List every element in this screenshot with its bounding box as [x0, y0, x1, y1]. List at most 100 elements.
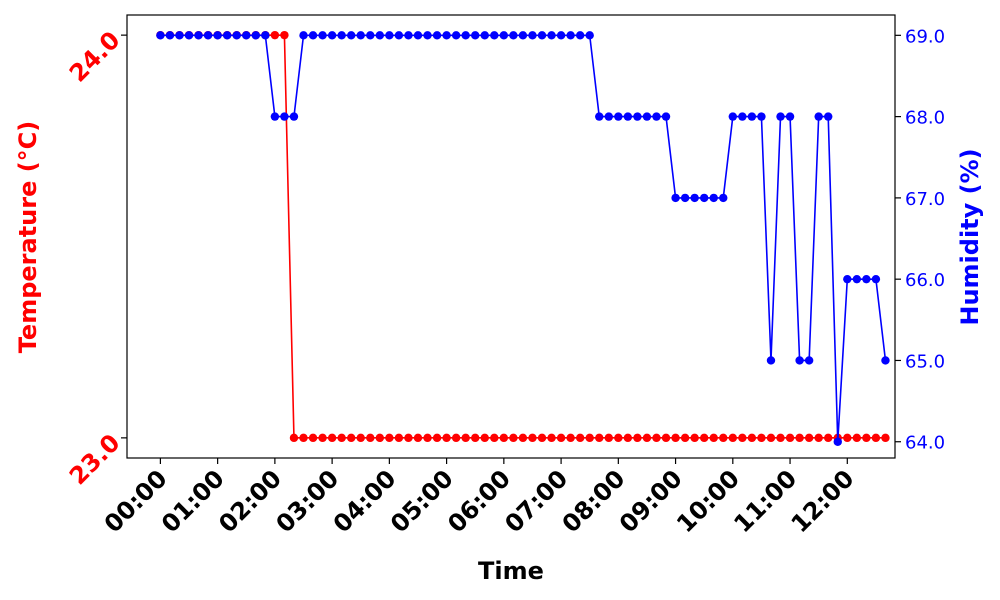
temperature-point: [852, 433, 862, 443]
humidity-point: [814, 112, 823, 121]
humidity-point: [337, 31, 346, 40]
x-tick-label: 07:00: [500, 464, 574, 538]
temperature-point: [451, 433, 461, 443]
humidity-point: [222, 31, 232, 40]
humidity-point: [642, 112, 652, 121]
temperature-point: [366, 433, 375, 443]
humidity-point: [575, 31, 585, 40]
humidity-point: [757, 112, 766, 121]
x-tick-label: 01:00: [156, 464, 230, 538]
humidity-point: [518, 31, 528, 40]
temperature-point: [843, 433, 852, 443]
temperature-point: [289, 433, 299, 443]
humidity-point: [165, 31, 175, 40]
temperature-point: [709, 433, 718, 443]
humidity-point: [556, 31, 566, 40]
humidity-point: [318, 31, 327, 40]
temperature-point: [280, 30, 289, 40]
humidity-point: [747, 112, 757, 121]
humidity-point: [461, 31, 470, 40]
temperature-point: [413, 433, 423, 443]
temperature-point: [661, 433, 671, 443]
x-tick-label: 02:00: [213, 464, 287, 538]
humidity-point: [633, 112, 642, 121]
temperature-point: [499, 433, 509, 443]
humidity-point: [366, 31, 375, 40]
humidity-point: [690, 193, 699, 203]
temperature-point: [318, 433, 327, 443]
humidity-point: [232, 31, 241, 40]
humidity-point: [604, 112, 613, 121]
humidity-point: [270, 112, 280, 121]
x-tick-label: 04:00: [328, 464, 402, 538]
humidity-point: [471, 31, 480, 40]
temperature-point: [766, 433, 776, 443]
temperature-point: [375, 433, 385, 443]
temperature-point: [490, 433, 499, 443]
temperature-point: [690, 433, 699, 443]
humidity-axis: 64.0 65.0 66.0 67.0 68.0 69.0: [895, 26, 945, 454]
x-axis-label: Time: [478, 557, 544, 585]
temperature-point: [595, 433, 604, 443]
temperature-point: [633, 433, 642, 443]
humidity-point: [661, 112, 671, 121]
temperature-point: [385, 433, 394, 443]
temperature-point: [480, 433, 489, 443]
humidity-point: [442, 31, 451, 40]
humidity-point: [375, 31, 385, 40]
humidity-point: [194, 31, 203, 40]
temperature-point: [795, 433, 804, 443]
right-y-tick-label: 67.0: [905, 189, 945, 210]
temperature-point: [614, 433, 623, 443]
humidity-point: [280, 112, 289, 121]
x-tick-label: 03:00: [271, 464, 345, 538]
temperature-point: [814, 433, 823, 443]
temperature-point: [871, 433, 881, 443]
humidity-point: [804, 356, 814, 365]
x-tick-label: 10:00: [671, 464, 745, 538]
temperature-point: [757, 433, 766, 443]
temperature-point: [652, 433, 661, 443]
humidity-point: [423, 31, 432, 40]
temperature-point: [471, 433, 480, 443]
temperature-point: [327, 433, 337, 443]
right-y-axis-label: Humidity (%): [956, 148, 984, 325]
right-y-tick-label: 66.0: [905, 270, 945, 291]
temperature-point: [537, 433, 547, 443]
humidity-point: [289, 112, 299, 121]
left-y-axis-label: Temperature (°C): [14, 121, 42, 354]
temperature-point: [518, 433, 528, 443]
humidity-point: [327, 31, 337, 40]
humidity-point: [728, 112, 738, 121]
humidity-point: [852, 274, 862, 284]
humidity-point: [528, 31, 537, 40]
humidity-point: [652, 112, 661, 121]
humidity-point: [404, 31, 413, 40]
temperature-point: [824, 433, 833, 443]
right-y-tick-label: 69.0: [905, 26, 945, 47]
x-tick-label: 06:00: [442, 464, 516, 538]
plot-frame: [126, 14, 896, 459]
humidity-point: [385, 31, 394, 40]
humidity-point: [699, 193, 709, 203]
humidity-point: [251, 31, 260, 40]
humidity-point: [175, 31, 184, 40]
humidity-point: [537, 31, 547, 40]
humidity-point: [766, 356, 776, 365]
humidity-point: [585, 31, 594, 40]
temperature-point: [528, 433, 537, 443]
x-tick-label: 00:00: [99, 464, 173, 538]
temperature-point: [566, 433, 575, 443]
x-tick-label: 08:00: [557, 464, 631, 538]
temperature-point: [747, 433, 757, 443]
humidity-point: [833, 437, 842, 446]
humidity-point: [862, 274, 871, 284]
temperature-point: [404, 433, 413, 443]
humidity-point: [871, 274, 881, 284]
temperature-series-line: [160, 34, 886, 439]
series-layer: [156, 30, 890, 446]
humidity-point: [299, 31, 308, 40]
humidity-point: [776, 112, 785, 121]
temperature-point: [270, 30, 280, 40]
temperature-point: [728, 433, 738, 443]
